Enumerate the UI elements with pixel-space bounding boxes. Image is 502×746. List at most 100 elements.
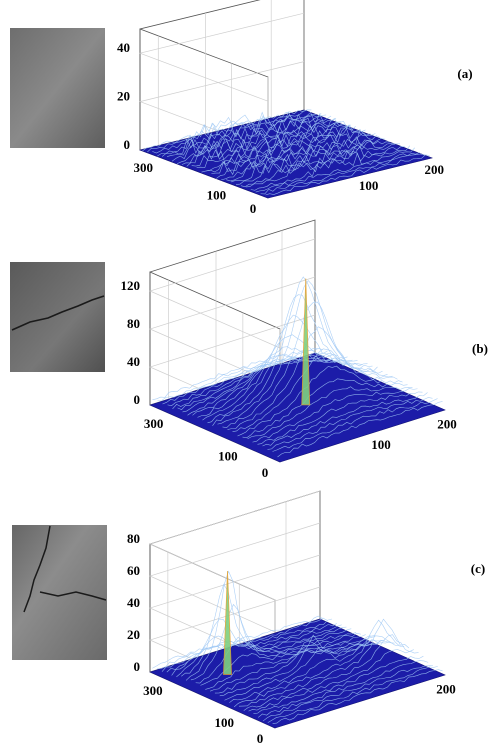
surface-texture (229, 635, 400, 703)
y-tick-label: 0 (262, 465, 269, 480)
crack (23, 525, 107, 613)
surface-texture (260, 153, 425, 195)
surface-texture (226, 139, 391, 182)
surface-texture (171, 113, 337, 162)
surface-texture (181, 122, 346, 165)
z-tick-label: 60 (127, 563, 140, 578)
surface-texture (196, 124, 361, 168)
surface-texture (272, 669, 443, 724)
surface-texture (177, 356, 343, 410)
surface-texture (267, 666, 438, 723)
surface-texture (267, 397, 433, 450)
photo (12, 525, 107, 660)
surface-texture (257, 660, 429, 718)
z-tick-label: 0 (134, 659, 141, 674)
surface-texture (272, 398, 438, 452)
surface-texture (182, 356, 348, 413)
z-tick-label: 120 (121, 278, 141, 293)
z-tick-label: 0 (134, 392, 141, 407)
z-tick-label: 20 (127, 627, 140, 642)
surface-texture (221, 136, 386, 181)
surface-texture (186, 118, 351, 167)
surface-texture (237, 365, 403, 437)
z-tick-label: 40 (127, 595, 140, 610)
grid-line (149, 490, 321, 601)
surface-texture (201, 124, 366, 173)
surface-texture (227, 326, 393, 430)
surface-texture (190, 603, 361, 681)
surface-texture (152, 615, 323, 669)
surface-texture (152, 347, 318, 400)
surface-texture (142, 109, 307, 152)
photo (10, 262, 105, 372)
y-tick-label: 300 (134, 160, 154, 175)
surface-texture (147, 109, 312, 153)
surface-texture (157, 348, 323, 401)
surface-texture (206, 126, 371, 173)
surface-texture (248, 649, 419, 712)
z-tick-label: 20 (117, 89, 130, 104)
z-tick-label: 80 (127, 531, 140, 546)
surface-texture (161, 618, 333, 672)
surface-texture (191, 120, 356, 167)
y-tick-label: 0 (250, 201, 257, 216)
surface-texture (209, 639, 381, 692)
surface-texture (185, 570, 357, 681)
y-tick-label: 100 (215, 715, 235, 730)
surface-texture (211, 132, 376, 175)
surface-texture (161, 114, 327, 157)
surface-texture (166, 111, 332, 157)
y-tick-label: 0 (257, 731, 264, 746)
panel-label: (c) (471, 561, 485, 576)
surface-texture (205, 636, 376, 690)
y-tick-label: 100 (218, 449, 238, 464)
grid-line (149, 276, 316, 387)
grid-line (138, 12, 305, 102)
surface-texture (157, 617, 328, 670)
surface-texture (257, 391, 423, 445)
surface-floor (138, 109, 434, 199)
surface-texture (277, 401, 443, 458)
surface-texture (235, 142, 401, 185)
surface-texture (262, 392, 428, 447)
crack (11, 295, 105, 331)
z-tick-label: 80 (127, 316, 140, 331)
surface-texture (172, 354, 338, 410)
surface-texture (162, 350, 328, 405)
surface-texture (240, 145, 405, 188)
surface-texture (242, 378, 408, 439)
x-tick-label: 200 (437, 416, 457, 431)
surface-texture (197, 334, 363, 418)
surface-texture (243, 634, 414, 711)
surface-texture (207, 294, 373, 424)
surface-texture (252, 388, 418, 443)
grid-line (149, 522, 321, 633)
surface-texture (247, 386, 413, 440)
surface-texture (202, 314, 368, 421)
surface-texture (166, 623, 337, 673)
y-tick-label: 300 (143, 683, 163, 698)
x-tick-label: 100 (371, 437, 391, 452)
surface-texture (238, 618, 410, 707)
y-tick-label: 100 (207, 187, 227, 202)
surface-texture (265, 154, 430, 196)
y-tick-label: 300 (144, 416, 164, 431)
surface-texture (176, 117, 341, 165)
surface-texture (253, 655, 424, 714)
x-tick-label: 200 (436, 682, 456, 697)
panel-label: (a) (457, 66, 472, 81)
x-tick-label: 200 (424, 162, 444, 177)
z-tick-label: 40 (117, 40, 130, 55)
photo (10, 28, 105, 148)
surface-texture (216, 129, 381, 179)
surface-texture (176, 618, 347, 678)
grid-line (149, 238, 316, 349)
z-tick-label: 40 (127, 354, 140, 369)
surface-texture (262, 664, 434, 722)
surface-texture (187, 354, 353, 416)
surface-texture (192, 346, 358, 416)
panel-label: (b) (472, 341, 488, 356)
surface-texture (157, 111, 322, 157)
surface-texture (250, 147, 415, 191)
surface-texture (233, 619, 405, 708)
